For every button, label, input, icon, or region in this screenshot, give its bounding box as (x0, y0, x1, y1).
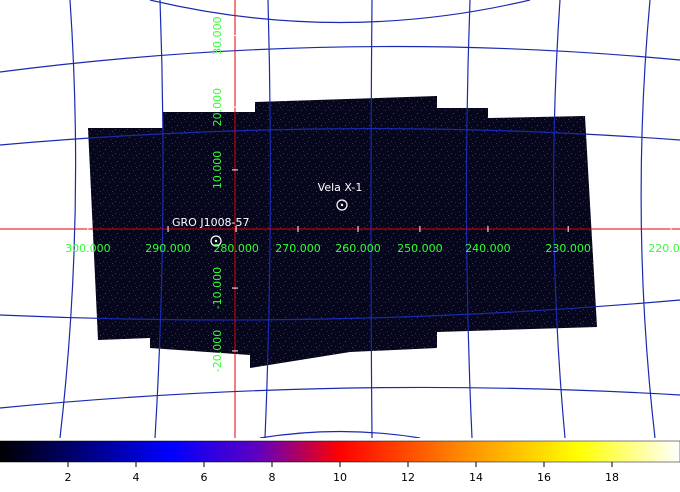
longitude-label: 300.000 (65, 242, 111, 255)
colorbar (0, 440, 680, 463)
latitude-label: -20.000 (211, 330, 224, 372)
source-label: Vela X-1 (318, 181, 363, 194)
exposure-image (88, 96, 597, 368)
longitude-label: 220.000 (648, 242, 680, 255)
colorbar-label: 12 (401, 471, 415, 484)
longitude-label: 240.000 (465, 242, 511, 255)
source-marker (336, 199, 348, 211)
colorbar-label: 16 (537, 471, 551, 484)
colorbar-ticks: 2 4 6 8 10 12 14 16 18 (65, 462, 619, 484)
axis-ticks: 300.000 290.000 280.000 270.000 260.000 250.0… (65, 16, 680, 372)
colorbar-label: 6 (201, 471, 208, 484)
longitude-label: 280.000 (213, 242, 259, 255)
latitude-label: -10.000 (211, 267, 224, 309)
longitude-label: 270.000 (275, 242, 321, 255)
latitude-label: 20.000 (211, 88, 224, 127)
colorbar-label: 18 (605, 471, 619, 484)
latitude-label: 30.000 (211, 16, 224, 55)
coordinate-grid (0, 0, 680, 439)
source-marker (210, 235, 222, 247)
latitude-label: 10.000 (211, 151, 224, 190)
source-label: GRO J1008-57 (172, 216, 250, 229)
source-dot (340, 203, 344, 207)
colorbar-label: 10 (333, 471, 347, 484)
longitude-label: 260.000 (335, 242, 381, 255)
longitude-label: 290.000 (145, 242, 191, 255)
longitude-label: 250.000 (397, 242, 443, 255)
colorbar-label: 4 (133, 471, 140, 484)
colorbar-label: 14 (469, 471, 483, 484)
sources: Vela X-1 GRO J1008-57 (172, 181, 363, 247)
source-dot (214, 239, 218, 243)
colorbar-label: 2 (65, 471, 72, 484)
colorbar-label: 8 (269, 471, 276, 484)
longitude-label: 230.000 (545, 242, 591, 255)
